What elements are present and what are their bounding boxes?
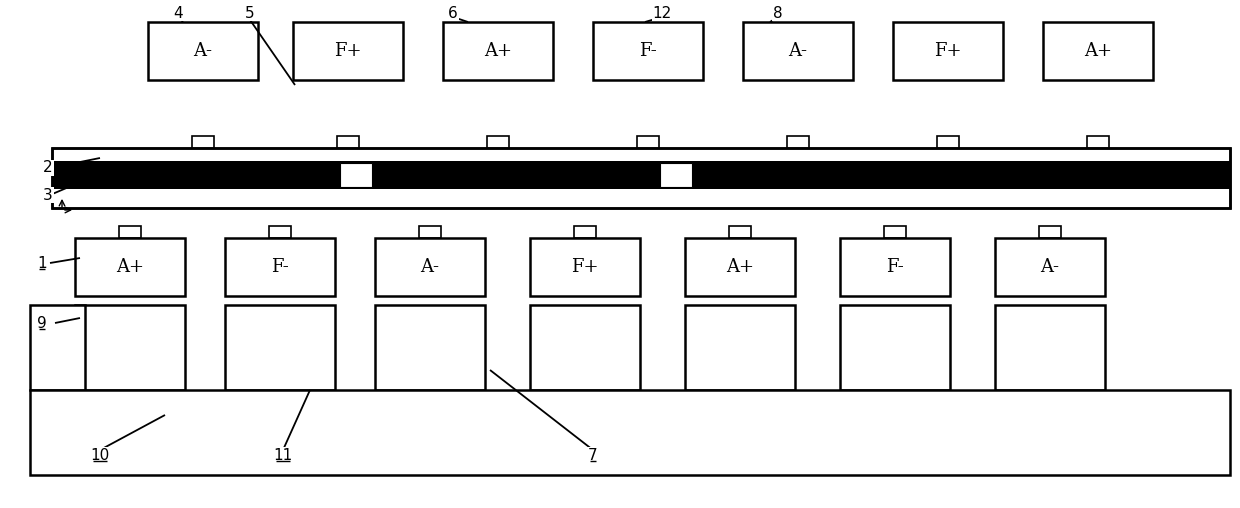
Text: 12: 12 xyxy=(652,6,672,20)
Text: 9: 9 xyxy=(37,315,47,331)
Bar xyxy=(593,22,703,80)
Bar xyxy=(340,163,372,187)
Bar xyxy=(337,136,360,148)
Bar xyxy=(839,238,950,296)
Bar xyxy=(52,161,1230,189)
Bar xyxy=(443,22,553,80)
Text: A-: A- xyxy=(1040,258,1059,276)
Bar xyxy=(937,136,959,148)
Text: 7: 7 xyxy=(588,448,598,462)
Bar xyxy=(994,305,1105,390)
Text: A+: A+ xyxy=(1084,42,1112,60)
Bar xyxy=(30,305,86,390)
Bar xyxy=(224,238,335,296)
Text: F+: F+ xyxy=(934,42,962,60)
Bar xyxy=(637,136,658,148)
Bar xyxy=(994,238,1105,296)
Bar xyxy=(52,148,1230,208)
Bar xyxy=(743,22,853,80)
Bar xyxy=(787,136,808,148)
Bar xyxy=(269,226,291,238)
Bar xyxy=(374,238,485,296)
Text: 2: 2 xyxy=(43,161,53,175)
Bar xyxy=(574,226,596,238)
Text: F+: F+ xyxy=(335,42,362,60)
Text: A+: A+ xyxy=(484,42,512,60)
Bar xyxy=(684,238,795,296)
Bar xyxy=(224,305,335,390)
Bar xyxy=(1043,22,1153,80)
Bar xyxy=(148,22,258,80)
Text: F+: F+ xyxy=(572,258,599,276)
Text: F-: F- xyxy=(887,258,904,276)
Bar xyxy=(884,226,906,238)
Text: F-: F- xyxy=(639,42,657,60)
Text: A-: A- xyxy=(193,42,212,60)
Bar xyxy=(529,305,640,390)
Text: A-: A- xyxy=(420,258,439,276)
Text: 11: 11 xyxy=(273,448,293,462)
Bar xyxy=(660,163,692,187)
Text: 6: 6 xyxy=(448,6,458,20)
Text: 1: 1 xyxy=(37,256,47,270)
Text: 5: 5 xyxy=(246,6,254,20)
Text: F-: F- xyxy=(272,258,289,276)
Bar xyxy=(487,136,508,148)
Bar xyxy=(1087,136,1109,148)
Bar xyxy=(30,390,1230,475)
Bar xyxy=(729,226,751,238)
Text: A+: A+ xyxy=(725,258,754,276)
Bar xyxy=(839,305,950,390)
Bar xyxy=(374,305,485,390)
Text: 8: 8 xyxy=(774,6,782,20)
Bar xyxy=(293,22,403,80)
Bar xyxy=(1039,226,1061,238)
Bar xyxy=(529,238,640,296)
Text: A+: A+ xyxy=(117,258,144,276)
Text: 4: 4 xyxy=(174,6,182,20)
Text: 10: 10 xyxy=(91,448,109,462)
Text: 3: 3 xyxy=(43,187,53,203)
Text: A-: A- xyxy=(789,42,807,60)
Bar xyxy=(119,226,141,238)
Bar xyxy=(893,22,1003,80)
Bar xyxy=(74,305,185,390)
Bar xyxy=(684,305,795,390)
Bar xyxy=(52,148,1230,208)
Bar xyxy=(74,238,185,296)
Bar xyxy=(419,226,441,238)
Bar xyxy=(192,136,215,148)
